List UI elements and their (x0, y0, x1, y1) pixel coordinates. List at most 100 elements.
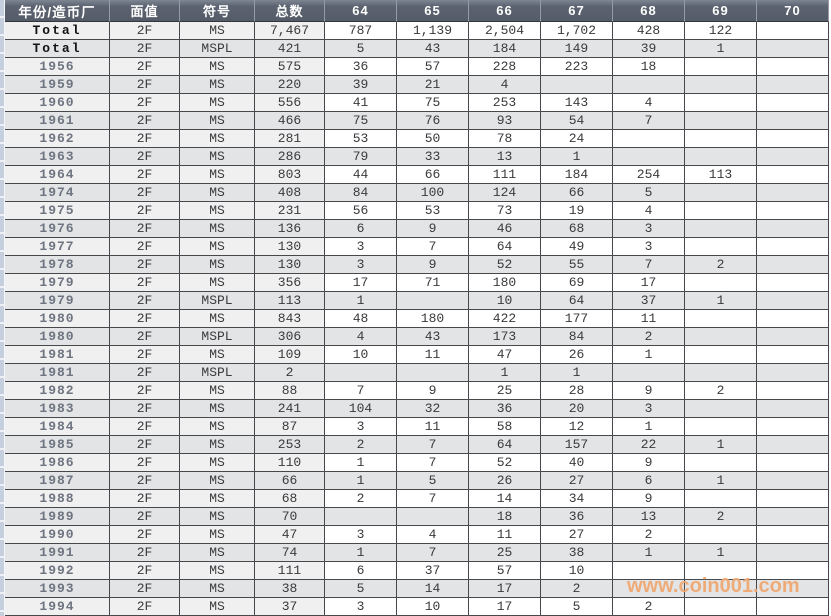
grade-cell (685, 130, 757, 148)
grade-cell: 4 (613, 94, 685, 112)
grade-cell: 1 (613, 346, 685, 364)
grade-cell: 28 (541, 382, 613, 400)
grade-cell: 9 (613, 382, 685, 400)
grade-cell: 68 (541, 220, 613, 238)
grade-cell: 1 (685, 472, 757, 490)
table-row: 1983 2F MS 241 104 32 36 20 3 (5, 400, 829, 418)
grade-cell (757, 436, 829, 454)
denom-cell: 2F (110, 220, 180, 238)
grade-cell: 1 (325, 544, 397, 562)
grade-cell (397, 292, 469, 310)
grade-cell: 228 (469, 58, 541, 76)
grade-cell: 1 (685, 292, 757, 310)
table-row: 1987 2F MS 66 1 5 26 27 6 1 (5, 472, 829, 490)
total-cell: 286 (255, 148, 325, 166)
grade-cell (613, 364, 685, 382)
grade-cell (685, 112, 757, 130)
symbol-cell: MS (180, 544, 255, 562)
symbol-cell: MS (180, 562, 255, 580)
denom-cell: 2F (110, 184, 180, 202)
table-row: 1989 2F MS 70 18 36 13 2 (5, 508, 829, 526)
denom-cell: 2F (110, 238, 180, 256)
symbol-cell: MSPL (180, 328, 255, 346)
grade-cell: 7 (613, 112, 685, 130)
grade-cell: 40 (541, 454, 613, 472)
grade-cell (685, 562, 757, 580)
grade-cell: 79 (325, 148, 397, 166)
grade-cell: 5 (541, 598, 613, 616)
denom-cell: 2F (110, 598, 180, 616)
symbol-cell: MS (180, 490, 255, 508)
grade-cell (685, 526, 757, 544)
grade-cell (397, 364, 469, 382)
total-cell: 421 (255, 40, 325, 58)
column-header: 66 (469, 0, 541, 22)
grade-cell: 84 (325, 184, 397, 202)
grade-cell: 428 (613, 22, 685, 40)
table-row: 1986 2F MS 110 1 7 52 40 9 (5, 454, 829, 472)
grade-cell: 50 (397, 130, 469, 148)
table-row: 1992 2F MS 111 6 37 57 10 (5, 562, 829, 580)
denom-cell: 2F (110, 562, 180, 580)
grade-cell: 47 (469, 346, 541, 364)
grade-cell: 58 (469, 418, 541, 436)
grade-cell: 6 (613, 472, 685, 490)
grade-cell: 57 (469, 562, 541, 580)
grade-cell: 54 (541, 112, 613, 130)
grade-cell: 3 (613, 238, 685, 256)
table-row: 1981 2F MS 109 10 11 47 26 1 (5, 346, 829, 364)
grade-cell: 180 (469, 274, 541, 292)
grade-cell (757, 382, 829, 400)
grade-cell: 39 (613, 40, 685, 58)
table-row: 1961 2F MS 466 75 76 93 54 7 (5, 112, 829, 130)
grade-cell (685, 400, 757, 418)
grade-cell: 6 (325, 562, 397, 580)
grade-cell (685, 364, 757, 382)
grade-cell (685, 184, 757, 202)
grade-cell (757, 490, 829, 508)
year-cell: 1991 (5, 544, 110, 562)
table-row: Total 2F MSPL 421 5 43 184 149 39 1 (5, 40, 829, 58)
grade-cell: 7 (613, 256, 685, 274)
table-row: 1964 2F MS 803 44 66 111 184 254 113 (5, 166, 829, 184)
symbol-cell: MS (180, 418, 255, 436)
table-row: 1978 2F MS 130 3 9 52 55 7 2 (5, 256, 829, 274)
grade-cell (613, 562, 685, 580)
year-cell: 1976 (5, 220, 110, 238)
symbol-cell: MS (180, 220, 255, 238)
grade-cell (685, 454, 757, 472)
grade-cell: 9 (613, 490, 685, 508)
column-header: 69 (685, 0, 757, 22)
grade-cell: 1 (685, 40, 757, 58)
total-cell: 110 (255, 454, 325, 472)
table-row: 1960 2F MS 556 41 75 253 143 4 (5, 94, 829, 112)
grade-cell: 17 (469, 598, 541, 616)
symbol-cell: MS (180, 166, 255, 184)
total-cell: 111 (255, 562, 325, 580)
grade-cell (397, 508, 469, 526)
denom-cell: 2F (110, 112, 180, 130)
grade-cell: 3 (325, 418, 397, 436)
denom-cell: 2F (110, 364, 180, 382)
grade-cell: 56 (325, 202, 397, 220)
grade-cell: 46 (469, 220, 541, 238)
table-body: Total 2F MS 7,467 787 1,139 2,504 1,702 428 122 To… (5, 22, 829, 616)
grade-cell: 3 (325, 598, 397, 616)
grade-cell: 37 (397, 562, 469, 580)
denom-cell: 2F (110, 148, 180, 166)
grade-cell: 19 (541, 202, 613, 220)
grade-cell: 53 (397, 202, 469, 220)
column-header: 70 (757, 0, 829, 22)
grade-cell (757, 166, 829, 184)
grade-cell: 52 (469, 256, 541, 274)
grade-cell (757, 346, 829, 364)
table-row: 1993 2F MS 38 5 14 17 2 (5, 580, 829, 598)
grade-cell: 18 (613, 58, 685, 76)
grade-cell: 36 (325, 58, 397, 76)
table-row: 1990 2F MS 47 3 4 11 27 2 (5, 526, 829, 544)
year-cell: 1959 (5, 76, 110, 94)
grade-cell: 1 (541, 148, 613, 166)
grade-cell: 13 (613, 508, 685, 526)
denom-cell: 2F (110, 454, 180, 472)
denom-cell: 2F (110, 310, 180, 328)
